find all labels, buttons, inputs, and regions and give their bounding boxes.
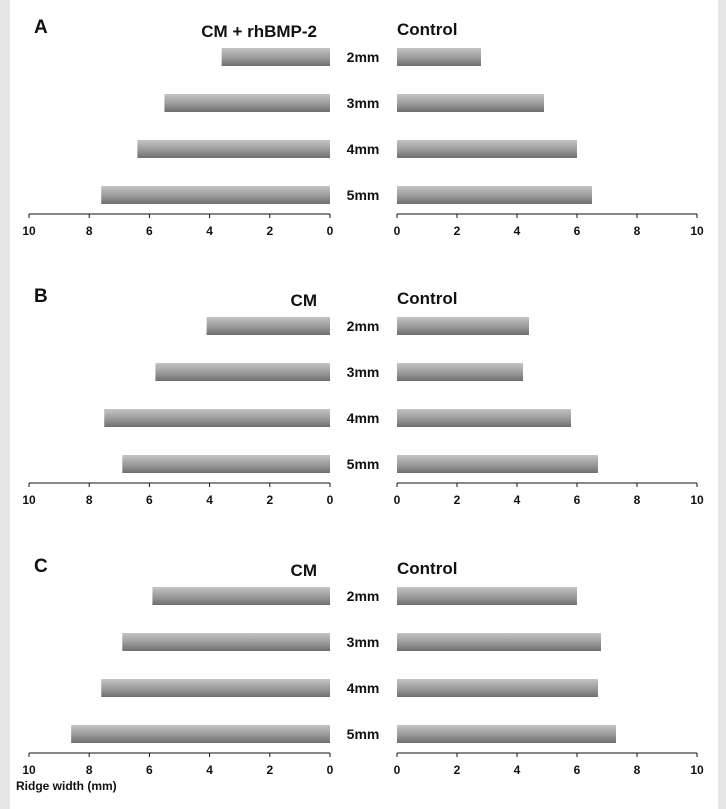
category-label: 2mm bbox=[347, 588, 380, 604]
left-bar bbox=[104, 409, 330, 427]
right-bar bbox=[397, 94, 544, 112]
left-tick-label: 10 bbox=[22, 493, 36, 507]
right-tick-label: 10 bbox=[690, 493, 704, 507]
right-bar bbox=[397, 317, 529, 335]
category-label: 5mm bbox=[347, 726, 380, 742]
right-tick-label: 2 bbox=[454, 224, 461, 238]
right-bar bbox=[397, 455, 598, 473]
right-tick-label: 6 bbox=[574, 224, 581, 238]
chart-panel-b: B CM Control 2mm 3mm 4mm 5mm 0 0 2 2 4 4 6 6 8 8 10 10 bbox=[22, 286, 704, 507]
category-label: 3mm bbox=[347, 634, 380, 650]
left-bar bbox=[164, 94, 330, 112]
left-bar bbox=[137, 140, 330, 158]
left-group-title: CM + rhBMP-2 bbox=[201, 22, 317, 41]
right-group-title: Control bbox=[397, 559, 457, 578]
left-tick-label: 2 bbox=[266, 763, 273, 777]
left-tick-label: 8 bbox=[86, 763, 93, 777]
left-tick-label: 2 bbox=[266, 224, 273, 238]
right-tick-label: 4 bbox=[514, 763, 521, 777]
left-bar bbox=[221, 48, 330, 66]
right-tick-label: 6 bbox=[574, 493, 581, 507]
category-label: 4mm bbox=[347, 141, 380, 157]
left-bar bbox=[101, 186, 331, 204]
right-group-title: Control bbox=[397, 289, 457, 308]
left-bar bbox=[155, 363, 330, 381]
left-tick-label: 4 bbox=[206, 224, 213, 238]
right-bar bbox=[397, 633, 601, 651]
left-bar bbox=[101, 679, 331, 697]
left-bar bbox=[122, 455, 330, 473]
left-tick-label: 10 bbox=[22, 224, 36, 238]
left-tick-label: 4 bbox=[206, 493, 213, 507]
right-tick-label: 8 bbox=[634, 763, 641, 777]
category-label: 5mm bbox=[347, 456, 380, 472]
left-tick-label: 2 bbox=[266, 493, 273, 507]
category-label: 2mm bbox=[347, 318, 380, 334]
right-tick-label: 0 bbox=[394, 763, 401, 777]
left-tick-label: 0 bbox=[327, 763, 334, 777]
right-tick-label: 8 bbox=[634, 224, 641, 238]
left-tick-label: 8 bbox=[86, 224, 93, 238]
figure-svg: A CM + rhBMP-2 Control 2mm 3mm 4mm 5mm 0 0 2 2 4 4 6 6… bbox=[16, 17, 704, 793]
left-bar bbox=[206, 317, 330, 335]
right-tick-label: 10 bbox=[690, 224, 704, 238]
right-tick-label: 4 bbox=[514, 224, 521, 238]
panel-label: B bbox=[34, 286, 48, 307]
category-label: 4mm bbox=[347, 680, 380, 696]
left-bar bbox=[71, 725, 330, 743]
right-tick-label: 10 bbox=[690, 763, 704, 777]
right-bar bbox=[397, 679, 598, 697]
right-group-title: Control bbox=[397, 20, 457, 39]
right-bar bbox=[397, 363, 523, 381]
left-tick-label: 6 bbox=[146, 224, 153, 238]
x-axis-title: Ridge width (mm) bbox=[16, 779, 117, 793]
right-tick-label: 0 bbox=[394, 493, 401, 507]
right-tick-label: 6 bbox=[574, 763, 581, 777]
left-tick-label: 8 bbox=[86, 493, 93, 507]
right-tick-label: 2 bbox=[454, 493, 461, 507]
right-tick-label: 4 bbox=[514, 493, 521, 507]
right-bar bbox=[397, 725, 616, 743]
left-group-title: CM bbox=[291, 291, 317, 310]
left-tick-label: 6 bbox=[146, 763, 153, 777]
right-bar bbox=[397, 587, 577, 605]
category-label: 5mm bbox=[347, 187, 380, 203]
left-tick-label: 10 bbox=[22, 763, 36, 777]
right-tick-label: 2 bbox=[454, 763, 461, 777]
right-bar bbox=[397, 186, 592, 204]
panel-label: A bbox=[34, 17, 48, 38]
chart-panel-a: A CM + rhBMP-2 Control 2mm 3mm 4mm 5mm 0 0 2 2 4 4 6 6… bbox=[22, 17, 704, 238]
category-label: 3mm bbox=[347, 95, 380, 111]
category-label: 4mm bbox=[347, 410, 380, 426]
right-tick-label: 0 bbox=[394, 224, 401, 238]
category-label: 3mm bbox=[347, 364, 380, 380]
left-tick-label: 0 bbox=[327, 224, 334, 238]
right-bar bbox=[397, 140, 577, 158]
left-bar bbox=[122, 633, 330, 651]
category-label: 2mm bbox=[347, 49, 380, 65]
chart-panel-c: C CM Control 2mm 3mm 4mm 5mm 0 0 2 2 4 4 6 6 8 8 10 10 Ridg… bbox=[16, 556, 704, 793]
figure-canvas: A CM + rhBMP-2 Control 2mm 3mm 4mm 5mm 0 0 2 2 4 4 6 6… bbox=[10, 0, 718, 809]
panel-label: C bbox=[34, 556, 48, 577]
left-tick-label: 0 bbox=[327, 493, 334, 507]
left-bar bbox=[152, 587, 330, 605]
right-tick-label: 8 bbox=[634, 493, 641, 507]
left-tick-label: 4 bbox=[206, 763, 213, 777]
left-group-title: CM bbox=[291, 561, 317, 580]
left-tick-label: 6 bbox=[146, 493, 153, 507]
right-bar bbox=[397, 48, 481, 66]
right-bar bbox=[397, 409, 571, 427]
